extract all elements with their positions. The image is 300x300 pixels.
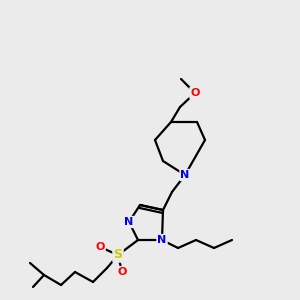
Text: N: N (158, 235, 166, 245)
Text: N: N (180, 170, 190, 180)
Text: N: N (124, 217, 134, 227)
Text: O: O (117, 267, 127, 277)
Text: O: O (190, 88, 200, 98)
Text: O: O (95, 242, 105, 252)
Text: S: S (113, 248, 122, 262)
